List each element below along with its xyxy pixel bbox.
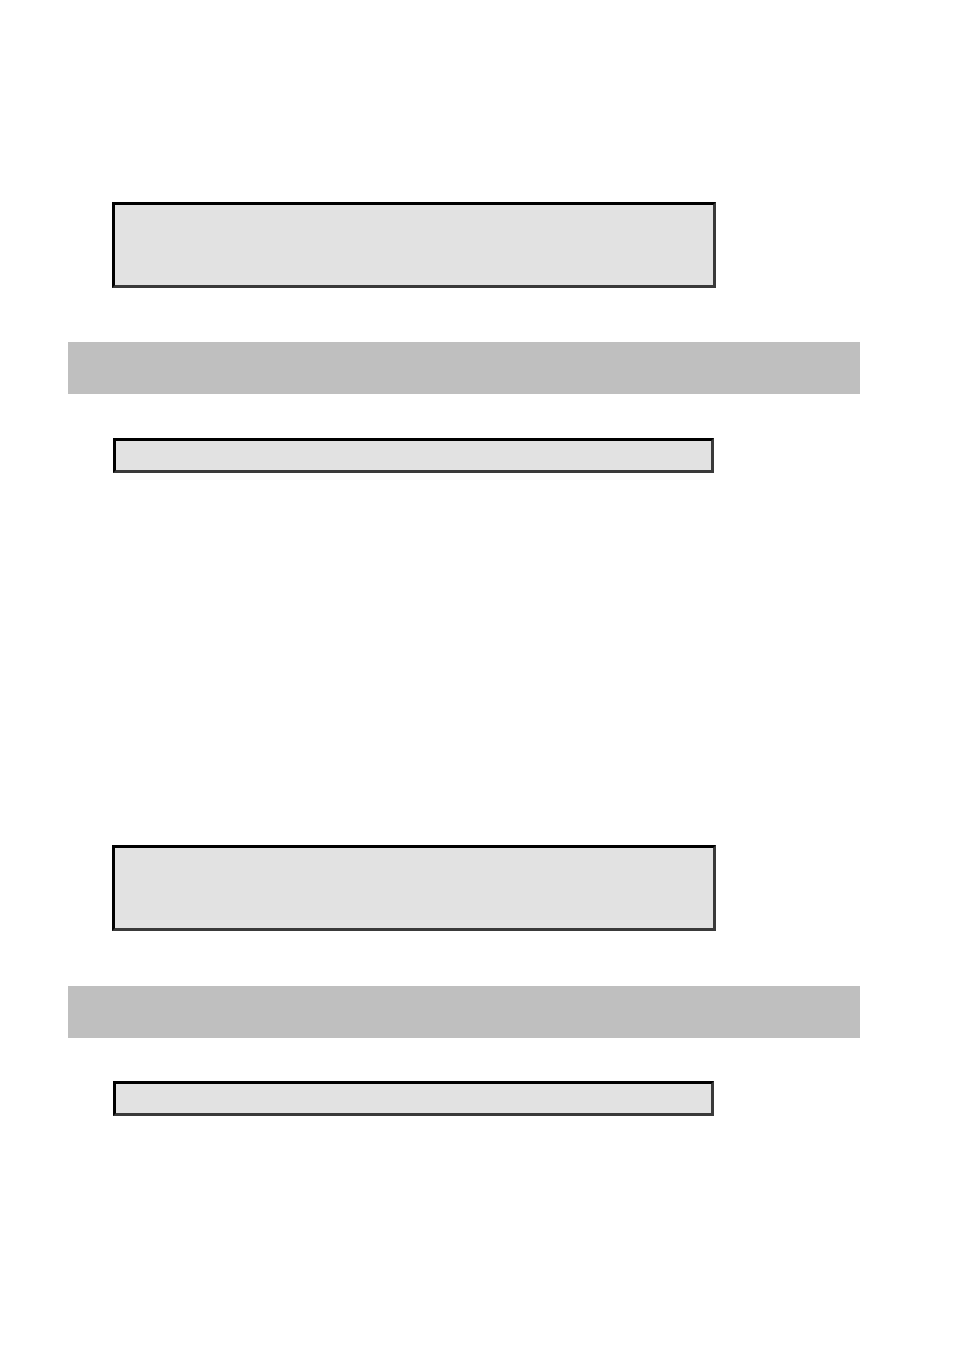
section1-bar (68, 342, 860, 394)
section2-small-box (113, 1081, 714, 1116)
section2-large-box (112, 845, 716, 931)
section1-small-box (113, 438, 714, 473)
section2-bar (68, 986, 860, 1038)
section1-large-box (112, 202, 716, 288)
